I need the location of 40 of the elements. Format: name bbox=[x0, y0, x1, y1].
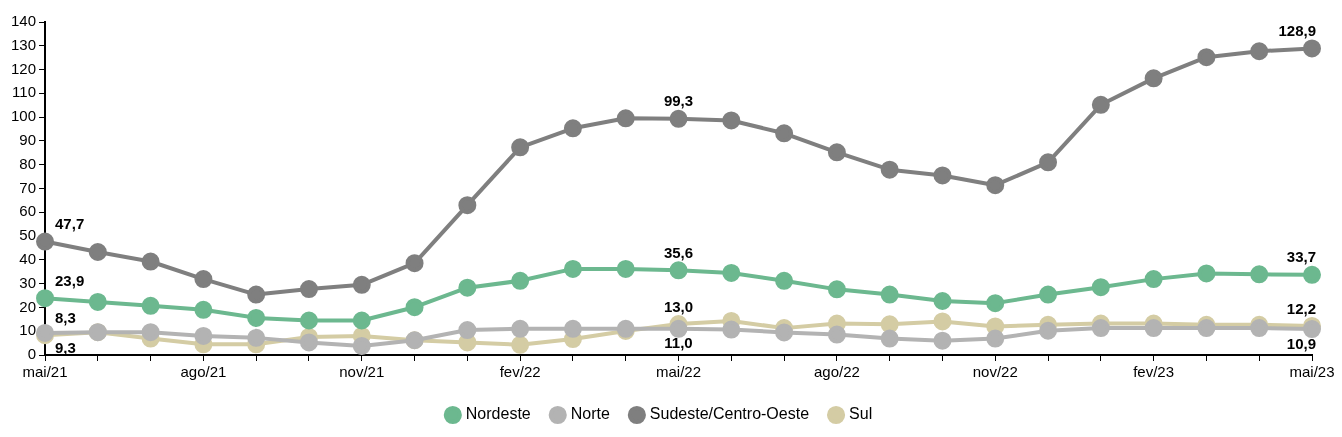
data-label: 23,9 bbox=[55, 271, 85, 289]
y-tick-label: 0 bbox=[27, 345, 37, 363]
y-tick-label: 80 bbox=[19, 154, 37, 172]
x-tick-label: ago/21 bbox=[180, 363, 227, 381]
legend-label: Nordeste bbox=[465, 405, 531, 423]
legend-label: Norte bbox=[570, 405, 610, 423]
y-tick-label: 140 bbox=[11, 12, 37, 30]
data-label: 12,2 bbox=[1286, 299, 1316, 317]
y-tick-label: 20 bbox=[19, 297, 37, 315]
x-tick-label: nov/22 bbox=[972, 363, 1018, 381]
y-tick-label: 50 bbox=[19, 226, 37, 244]
x-tick-label: ago/22 bbox=[813, 363, 860, 381]
y-tick-label: 60 bbox=[19, 202, 37, 220]
x-tick-label: mai/22 bbox=[656, 363, 702, 381]
data-label: 10,9 bbox=[1286, 334, 1316, 352]
y-tick-label: 120 bbox=[11, 59, 37, 77]
data-label: 128,9 bbox=[1278, 22, 1316, 40]
y-tick-label: 30 bbox=[19, 273, 37, 291]
y-tick-label: 110 bbox=[12, 83, 37, 101]
x-tick-label: mai/23 bbox=[1289, 363, 1335, 381]
y-tick-label: 10 bbox=[19, 321, 37, 339]
y-tick-label: 70 bbox=[19, 178, 37, 196]
data-label: 11,0 bbox=[664, 334, 693, 352]
data-label: 33,7 bbox=[1286, 248, 1316, 266]
y-tick-label: 40 bbox=[19, 250, 37, 267]
y-tick-label: 130 bbox=[11, 35, 37, 53]
data-label: 13,0 bbox=[663, 297, 694, 315]
x-tick-label: fev/22 bbox=[499, 363, 541, 381]
data-label: 9,3 bbox=[55, 338, 76, 356]
legend-label: Sudeste/Centro-Oeste bbox=[649, 405, 810, 423]
y-tick-label: 100 bbox=[11, 107, 37, 125]
y-tick-label: 90 bbox=[19, 131, 37, 149]
data-label: 8,3 bbox=[55, 308, 76, 326]
data-label: 35,6 bbox=[663, 243, 694, 261]
x-tick-label: nov/21 bbox=[339, 363, 385, 381]
data-label: 47,7 bbox=[55, 215, 85, 233]
data-label: 99,3 bbox=[663, 92, 694, 110]
x-tick-label: mai/21 bbox=[22, 363, 68, 381]
x-tick-label: fev/23 bbox=[1133, 363, 1175, 381]
legend-label: Sul bbox=[849, 405, 873, 423]
